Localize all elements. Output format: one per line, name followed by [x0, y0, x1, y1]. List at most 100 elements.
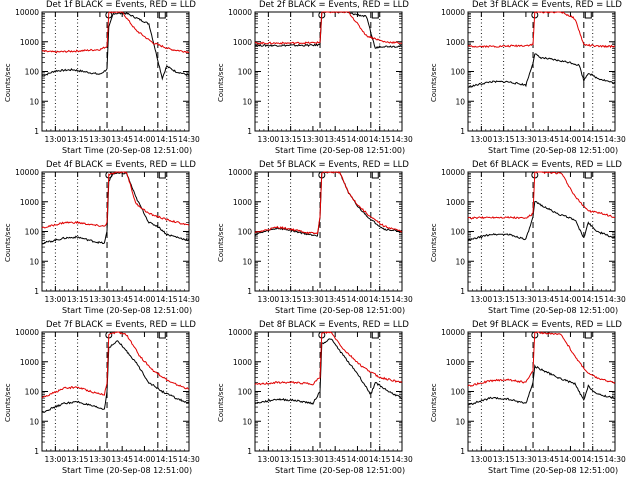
y-tick-label: 1000 — [233, 38, 252, 47]
y-tick-label: 1000 — [446, 38, 465, 47]
x-tick-label: 13:15 — [493, 135, 515, 144]
x-tick-label: 14:15 — [369, 135, 391, 144]
x-tick-label: 14:00 — [560, 295, 582, 304]
square-marker — [584, 171, 592, 179]
plot-svg: 1 10 100 1000 10000 13:00 13:15 13:30 13:45 14:00… — [228, 8, 413, 144]
panel-title: Det 4f BLACK = Events, RED = LLD — [46, 160, 196, 170]
x-tick-label: 13:15 — [493, 455, 515, 464]
series-line — [467, 331, 616, 387]
x-tick-label: 14:15 — [156, 295, 178, 304]
x-tick-label: 14:15 — [369, 295, 391, 304]
detector-panel: Det 3f BLACK = Events, RED = LLD Counts/s… — [426, 0, 631, 160]
x-tick-label: 13:45 — [111, 295, 133, 304]
y-tick-label: 10 — [242, 97, 252, 106]
x-tick-label: 14:30 — [391, 135, 413, 144]
detector-panel: Det 6f BLACK = Events, RED = LLD Counts/s… — [426, 160, 631, 320]
x-tick-label: 13:30 — [89, 135, 111, 144]
y-tick-label: 100 — [451, 388, 466, 397]
x-tick-label: 14:15 — [582, 455, 604, 464]
square-marker — [584, 11, 592, 19]
x-tick-label: 14:00 — [134, 135, 156, 144]
y-tick-label: 1 — [247, 127, 252, 136]
x-tick-label: 13:45 — [324, 135, 346, 144]
x-tick-label: 14:00 — [560, 135, 582, 144]
x-tick-label: 14:30 — [178, 295, 200, 304]
detector-panel: Det 4f BLACK = Events, RED = LLD Counts/s… — [0, 160, 205, 320]
x-tick-label: 13:00 — [45, 455, 67, 464]
y-tick-label: 1000 — [20, 38, 39, 47]
x-tick-label: 13:15 — [280, 295, 302, 304]
x-tick-label: 14:00 — [347, 135, 369, 144]
y-tick-label: 1 — [460, 287, 465, 296]
x-tick-label: 13:00 — [471, 295, 493, 304]
x-tick-label: 14:15 — [582, 295, 604, 304]
x-axis-label: Start Time (20-Sep-08 12:51:00) — [488, 466, 619, 475]
y-tick-label: 10000 — [441, 168, 465, 177]
x-tick-label: 13:00 — [258, 295, 280, 304]
series-line — [254, 171, 403, 235]
series-line — [467, 11, 616, 49]
y-tick-label: 1 — [247, 447, 252, 456]
y-tick-label: 100 — [451, 68, 466, 77]
detector-panel: Det 9f BLACK = Events, RED = LLD Counts/s… — [426, 320, 631, 480]
x-tick-label: 13:45 — [537, 455, 559, 464]
square-marker — [584, 331, 592, 339]
x-tick-label: 14:00 — [347, 455, 369, 464]
panel-title: Det 2f BLACK = Events, RED = LLD — [259, 0, 409, 10]
series-line — [468, 363, 616, 406]
panel-title: Det 9f BLACK = Events, RED = LLD — [472, 320, 622, 330]
detector-panel: Det 2f BLACK = Events, RED = LLD Counts/s… — [213, 0, 418, 160]
plot-svg: 1 10 100 1000 10000 13:00 13:15 13:30 13:45 14:00… — [228, 168, 413, 304]
x-tick-label: 13:45 — [537, 295, 559, 304]
x-tick-label: 13:30 — [89, 295, 111, 304]
x-tick-label: 13:00 — [258, 455, 280, 464]
y-tick-label: 10000 — [441, 328, 465, 337]
series-line — [467, 53, 616, 88]
x-tick-label: 13:30 — [515, 455, 537, 464]
series-line — [467, 171, 616, 220]
panel-title: Det 8f BLACK = Events, RED = LLD — [259, 320, 409, 330]
series-line — [41, 11, 190, 54]
series-line — [41, 340, 190, 413]
x-tick-label: 14:30 — [604, 135, 626, 144]
x-tick-label: 13:30 — [515, 135, 537, 144]
y-tick-label: 10 — [29, 97, 39, 106]
y-tick-label: 10000 — [15, 328, 39, 337]
x-axis-label: Start Time (20-Sep-08 12:51:00) — [62, 146, 193, 155]
x-tick-label: 13:30 — [302, 135, 324, 144]
y-tick-label: 1 — [34, 287, 39, 296]
x-tick-label: 14:00 — [134, 295, 156, 304]
detector-panel: Det 5f BLACK = Events, RED = LLD Counts/s… — [213, 160, 418, 320]
x-tick-label: 13:45 — [324, 295, 346, 304]
x-tick-label: 13:45 — [324, 455, 346, 464]
plot-svg: 1 10 100 1000 10000 13:00 13:15 13:30 13:45 14:00… — [441, 8, 626, 144]
y-tick-label: 100 — [238, 228, 253, 237]
y-tick-label: 1000 — [20, 198, 39, 207]
x-axis-label: Start Time (20-Sep-08 12:51:00) — [62, 466, 193, 475]
y-tick-label: 10000 — [228, 8, 252, 17]
x-tick-label: 14:00 — [134, 455, 156, 464]
y-tick-label: 1000 — [446, 198, 465, 207]
x-tick-label: 13:45 — [111, 455, 133, 464]
y-tick-label: 100 — [25, 68, 40, 77]
y-tick-label: 10 — [29, 257, 39, 266]
square-marker — [371, 11, 379, 19]
series-line — [41, 331, 190, 399]
x-axis-label: Start Time (20-Sep-08 12:51:00) — [62, 306, 193, 315]
series-line — [467, 200, 616, 242]
y-tick-label: 100 — [238, 68, 253, 77]
y-tick-label: 10000 — [228, 328, 252, 337]
series-line — [254, 338, 403, 405]
y-tick-label: 10000 — [15, 8, 39, 17]
x-axis-label: Start Time (20-Sep-08 12:51:00) — [275, 146, 406, 155]
y-tick-label: 10 — [29, 417, 39, 426]
detector-panel: Det 1f BLACK = Events, RED = LLD Counts/s… — [0, 0, 205, 160]
x-tick-label: 14:15 — [369, 455, 391, 464]
series-line — [41, 171, 190, 229]
panel-title: Det 1f BLACK = Events, RED = LLD — [46, 0, 196, 10]
detector-panel: Det 7f BLACK = Events, RED = LLD Counts/s… — [0, 320, 205, 480]
x-tick-label: 13:30 — [302, 295, 324, 304]
x-tick-label: 14:30 — [178, 455, 200, 464]
y-tick-label: 1000 — [446, 358, 465, 367]
